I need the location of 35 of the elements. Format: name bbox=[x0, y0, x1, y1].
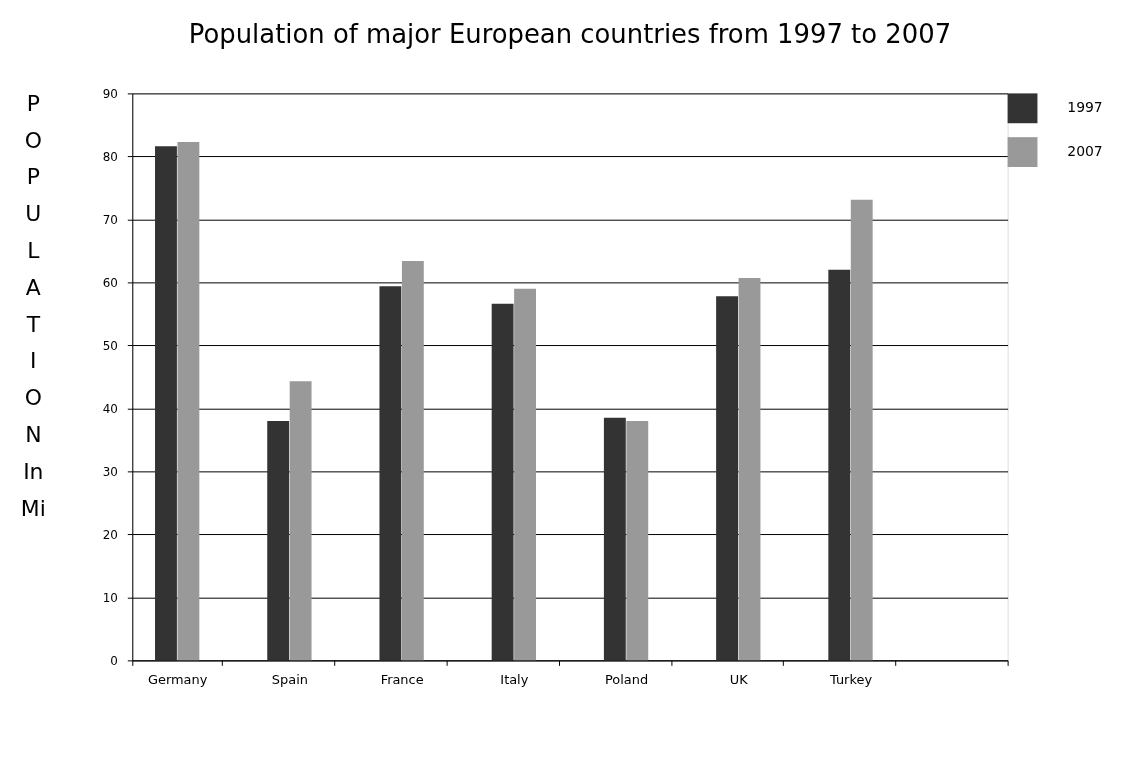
y-tick-label: 60 bbox=[102, 275, 118, 290]
bar bbox=[514, 288, 537, 661]
bar bbox=[626, 420, 649, 661]
x-tick-label: Germany bbox=[147, 671, 208, 687]
y-tick-label: 10 bbox=[102, 590, 118, 605]
x-tick-label: Turkey bbox=[828, 671, 873, 687]
chart-title: Population of major European countries from 1997 to 2007 bbox=[188, 18, 952, 49]
x-tick-label: Poland bbox=[604, 671, 649, 687]
bar bbox=[716, 296, 739, 661]
bar bbox=[267, 420, 290, 661]
legend-label: 1997 bbox=[1067, 99, 1103, 116]
bar bbox=[603, 417, 626, 661]
x-tick-label: Italy bbox=[500, 671, 529, 687]
y-tick-label: 40 bbox=[102, 401, 118, 416]
bar bbox=[289, 381, 312, 661]
legend-label: 2007 bbox=[1067, 143, 1103, 160]
x-tick-label: Spain bbox=[271, 671, 308, 687]
text: POPULATION In Mi bbox=[20, 90, 46, 521]
x-tick-label: UK bbox=[729, 671, 749, 687]
bar bbox=[379, 286, 402, 661]
y-tick-label: 80 bbox=[102, 149, 118, 164]
y-tick-label: 0 bbox=[110, 653, 118, 668]
bar bbox=[850, 199, 873, 661]
bar bbox=[155, 146, 177, 661]
y-tick-label: 70 bbox=[102, 212, 118, 227]
bar bbox=[401, 260, 424, 661]
y-tick-label: 30 bbox=[102, 464, 118, 479]
bar bbox=[828, 269, 851, 661]
bar bbox=[177, 141, 200, 661]
bar bbox=[491, 303, 514, 661]
y-tick-label: 90 bbox=[102, 86, 118, 101]
y-tick-label: 20 bbox=[102, 527, 118, 542]
bar bbox=[738, 277, 761, 661]
y-tick-label: 50 bbox=[102, 338, 118, 353]
x-tick-label: France bbox=[380, 671, 424, 687]
